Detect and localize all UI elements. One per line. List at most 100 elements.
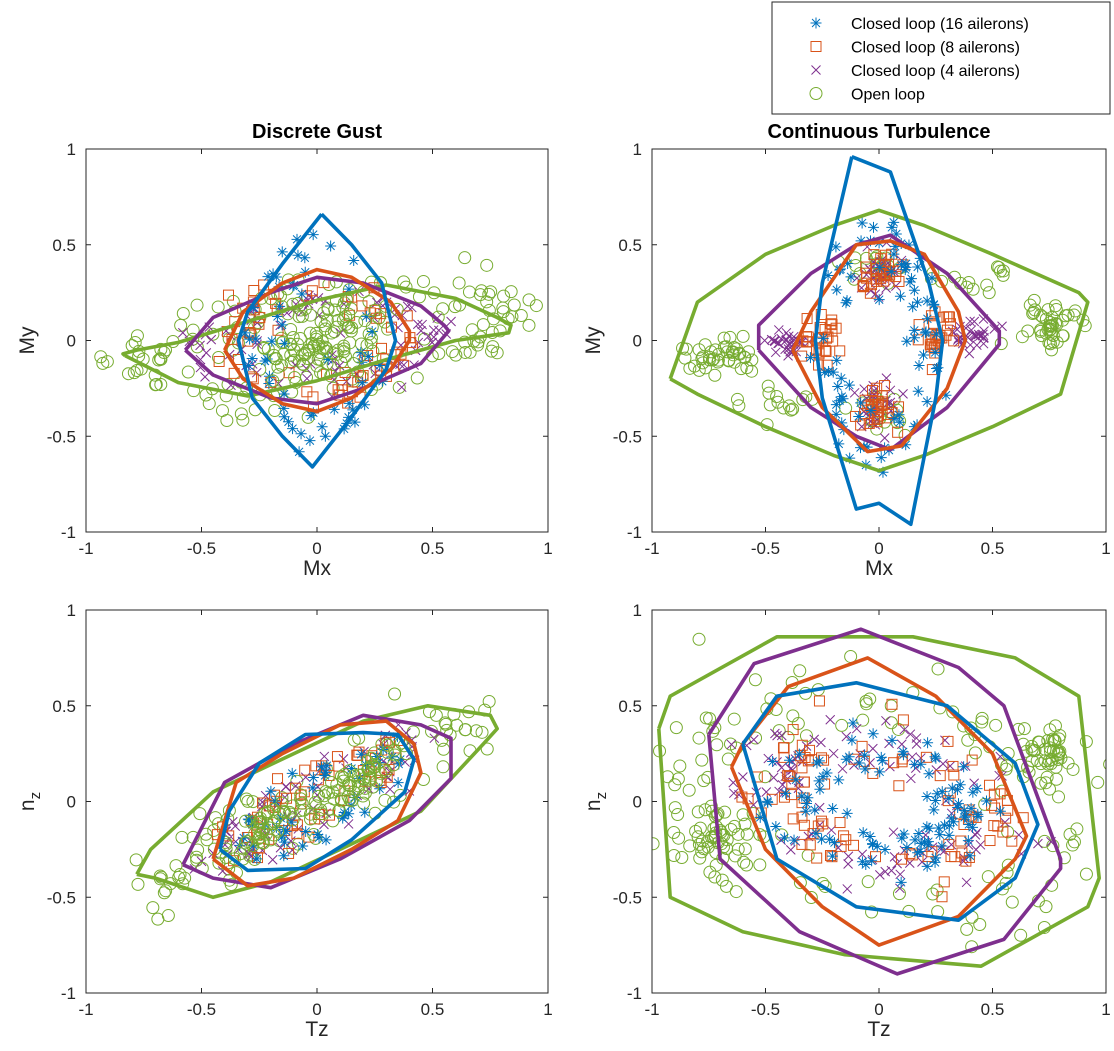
cl16-marker — [800, 805, 812, 817]
cl16-marker — [261, 353, 273, 365]
open-marker — [859, 697, 873, 711]
legend-marker-open — [809, 87, 823, 100]
cl16-marker — [844, 452, 856, 464]
cl16-marker — [832, 380, 844, 392]
y-tick-label: -0.5 — [47, 888, 76, 907]
open-marker — [485, 344, 499, 358]
cl16-envelope-line — [236, 212, 398, 469]
x-tick-label: 0 — [874, 1000, 883, 1019]
open-marker — [387, 795, 401, 809]
cl8-marker — [798, 776, 810, 788]
open-marker — [298, 348, 312, 362]
open-marker — [452, 276, 466, 290]
cl16-marker — [374, 783, 386, 795]
cl16-marker — [901, 842, 913, 854]
open-marker — [772, 724, 786, 738]
cl16-marker — [796, 790, 808, 802]
cl16-marker — [313, 832, 325, 844]
cl16-marker — [888, 413, 900, 425]
open-marker — [793, 876, 807, 890]
cl16-marker — [276, 246, 288, 258]
open-marker — [388, 687, 402, 701]
open-marker — [379, 765, 393, 779]
cl4-marker — [940, 735, 950, 746]
cl16-marker — [972, 808, 984, 820]
y-tick-label: -0.5 — [613, 888, 642, 907]
open-marker — [131, 877, 145, 891]
open-marker — [149, 378, 163, 392]
y-axis-label: nz — [16, 792, 44, 811]
open-marker — [303, 807, 317, 821]
open-marker — [1066, 838, 1080, 852]
cl8-marker — [1006, 835, 1018, 847]
cl16-marker — [913, 359, 925, 371]
cl16-marker — [890, 228, 902, 240]
cl8-marker — [858, 281, 870, 293]
cl16-marker — [943, 792, 955, 804]
cl16-marker — [804, 352, 816, 364]
open-marker — [234, 407, 248, 421]
cl16-marker — [300, 826, 312, 838]
open-marker — [240, 834, 254, 848]
y-axis-label: My — [16, 326, 39, 354]
cl16-marker — [836, 391, 848, 403]
open-marker — [296, 357, 310, 371]
cl16-marker — [888, 248, 900, 260]
open-marker — [1052, 732, 1066, 746]
open-marker — [697, 774, 711, 788]
cl16-marker — [393, 758, 405, 770]
cl8-marker — [870, 851, 882, 863]
cl8-marker — [786, 777, 798, 789]
open-marker — [314, 315, 328, 329]
open-marker — [320, 313, 334, 327]
cl16-marker — [946, 782, 958, 794]
open-marker — [246, 795, 260, 809]
cl8-marker — [869, 395, 881, 407]
cl4-marker — [776, 730, 787, 741]
cl8-envelope-line — [211, 719, 423, 888]
cl16-marker — [247, 840, 259, 852]
open-marker — [368, 757, 382, 771]
cl8-marker — [864, 287, 876, 299]
cl16-marker — [813, 755, 825, 767]
open-marker — [870, 250, 884, 264]
cl16-marker — [356, 377, 368, 389]
open-marker — [704, 345, 718, 359]
open-marker — [310, 330, 324, 344]
cl4-marker — [939, 846, 950, 856]
cl8-marker — [365, 766, 377, 778]
y-axis-label: nz — [582, 792, 610, 811]
open-marker — [719, 879, 733, 893]
x-tick-label: 1 — [1101, 539, 1110, 558]
cl8-marker — [857, 279, 869, 291]
open-marker — [728, 849, 742, 863]
cl4-marker — [868, 743, 878, 754]
cl4-marker — [300, 772, 311, 783]
cl4-marker — [319, 819, 329, 830]
cl16-marker — [244, 333, 256, 345]
cl16-marker — [908, 332, 920, 344]
cl8-marker — [811, 852, 823, 864]
cl4-marker — [907, 752, 918, 762]
cl8-marker — [301, 386, 313, 398]
open-marker — [835, 718, 849, 732]
open-marker — [130, 364, 144, 378]
cl16-marker — [278, 850, 290, 862]
cl16-marker — [864, 831, 876, 843]
cl8-marker — [941, 324, 953, 336]
open-marker — [726, 348, 740, 362]
cl16-marker — [371, 751, 383, 763]
open-marker — [1021, 324, 1035, 338]
cl16-marker — [866, 855, 878, 867]
open-marker — [207, 823, 221, 837]
cl16-marker — [959, 811, 971, 823]
cl16-marker — [886, 221, 898, 233]
cl8-marker — [784, 770, 796, 782]
open-marker — [429, 708, 443, 722]
data-layer — [94, 212, 543, 469]
open-marker — [796, 393, 810, 407]
data-layer — [668, 155, 1092, 527]
open-marker — [1046, 335, 1060, 349]
open-marker — [741, 345, 755, 359]
open-marker — [1052, 790, 1066, 804]
